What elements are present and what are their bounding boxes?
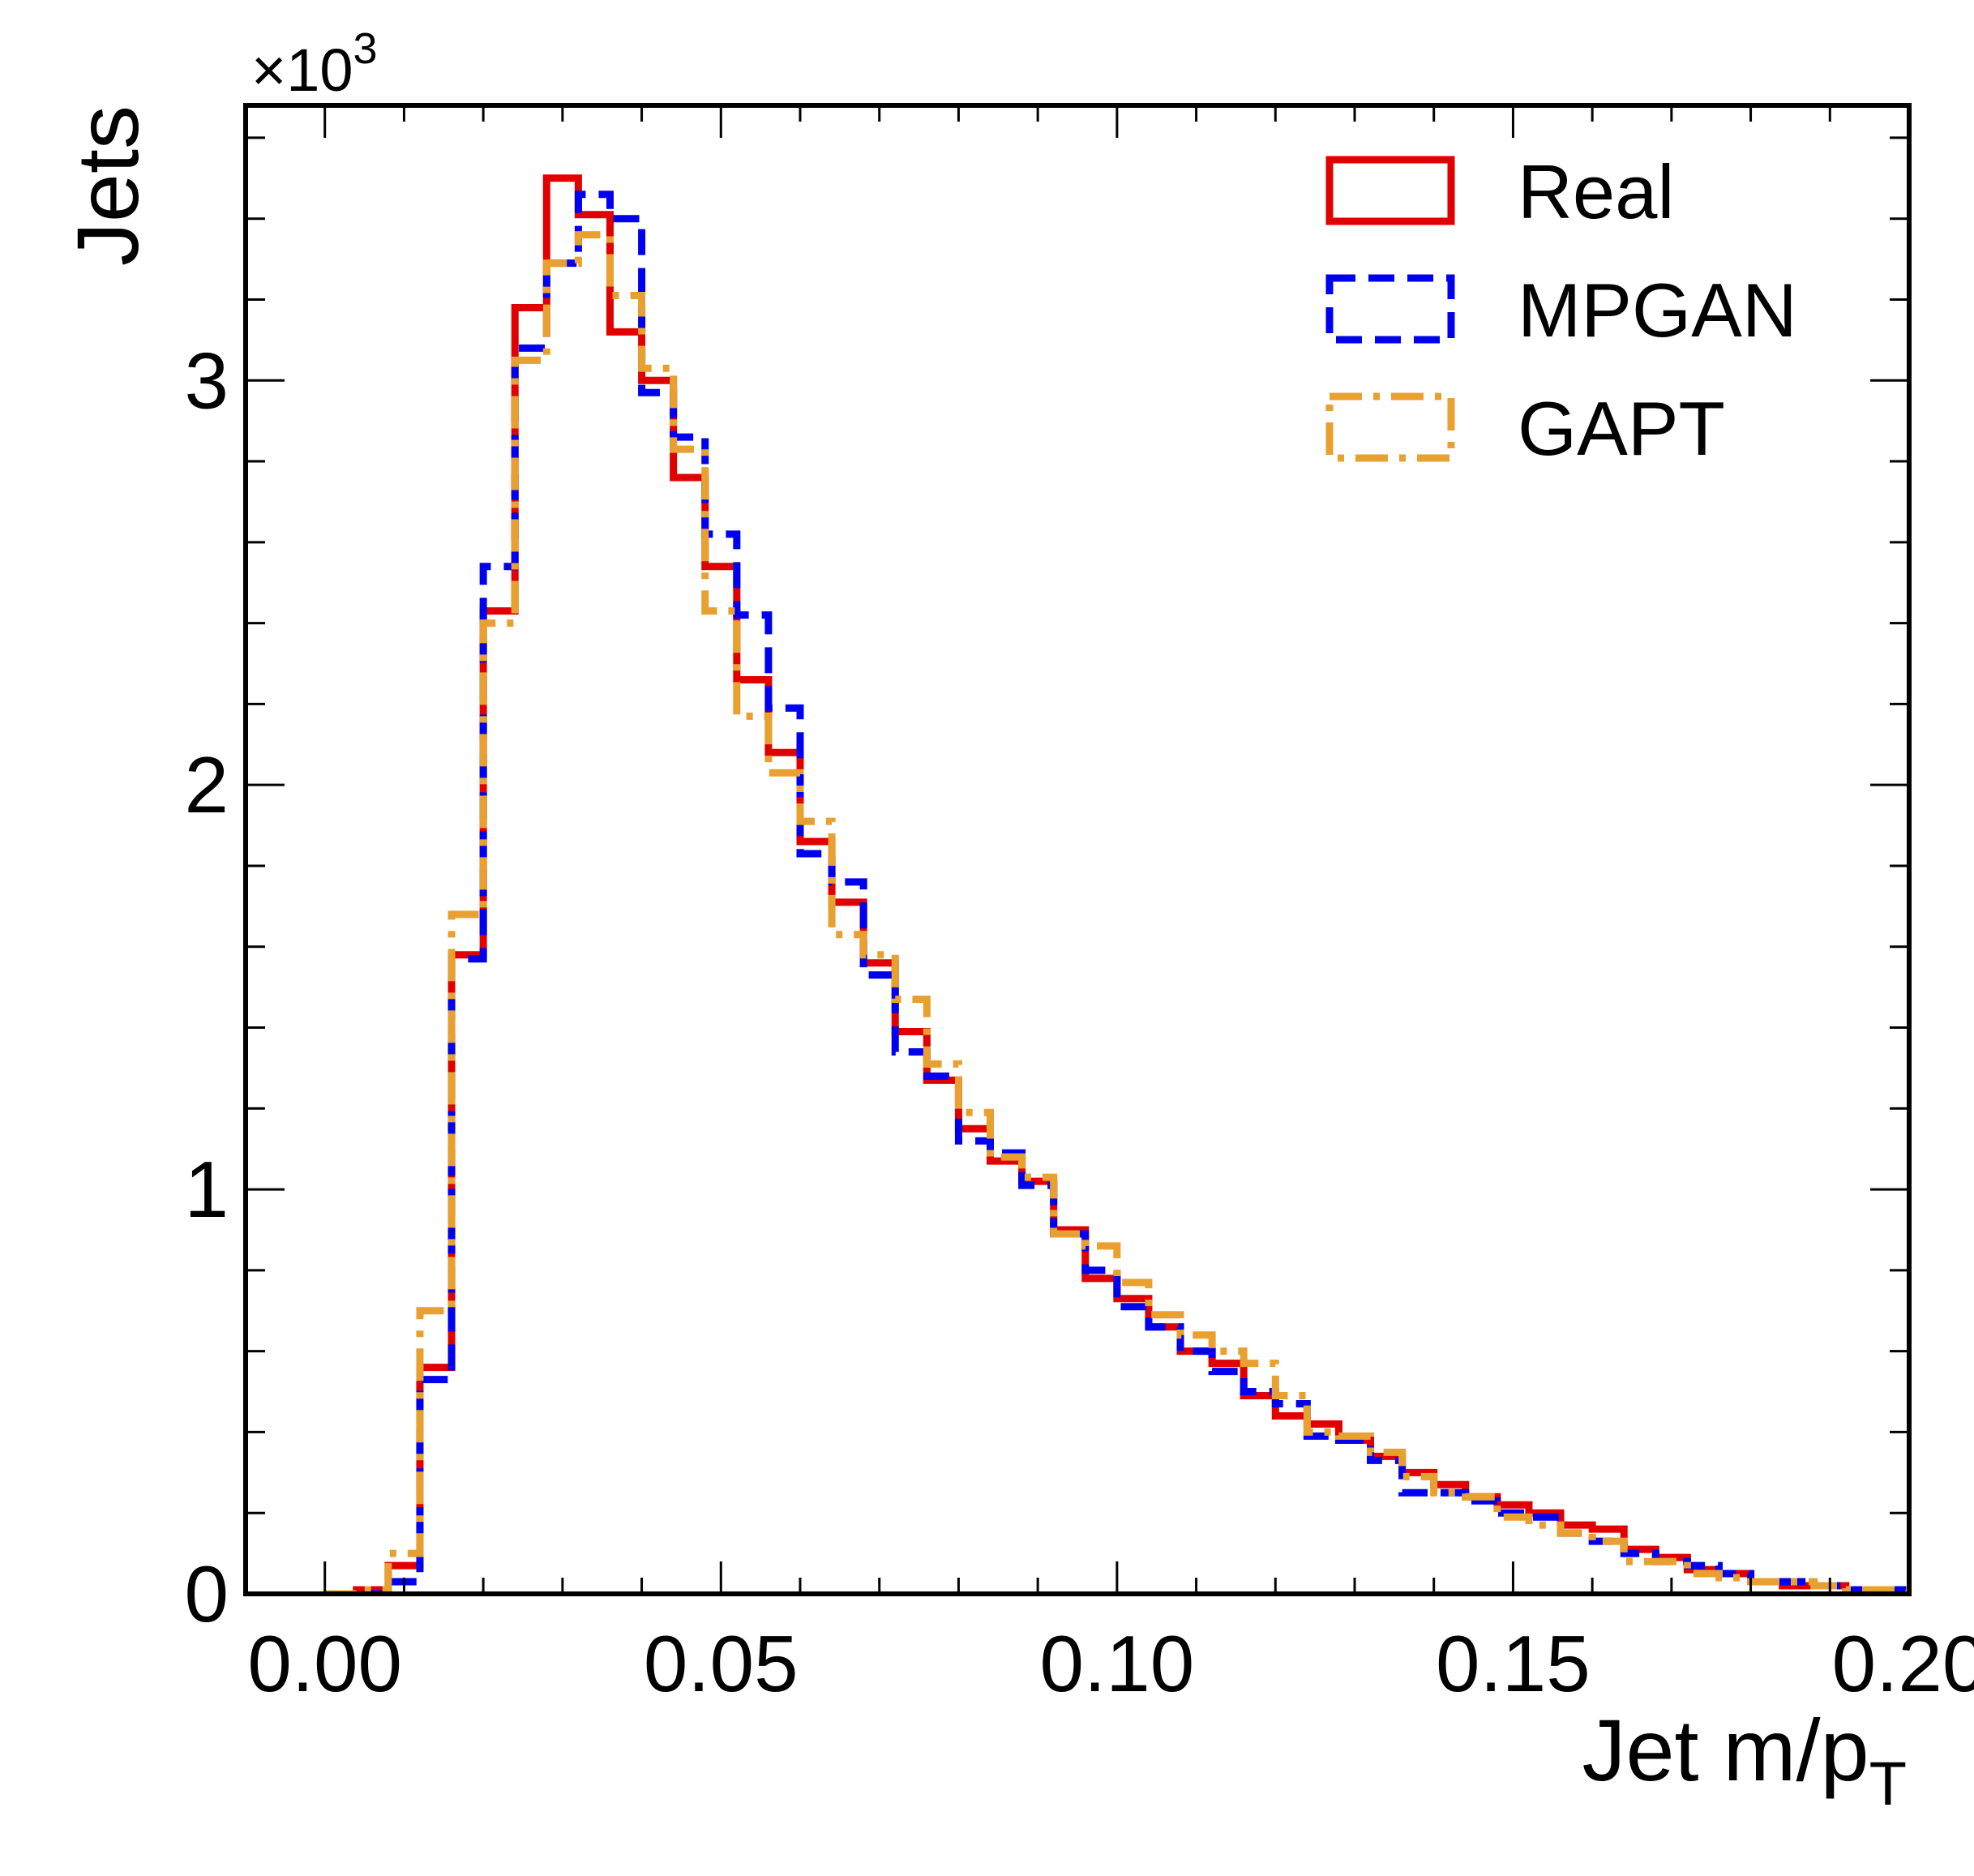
series-gapt-line bbox=[324, 231, 1909, 1594]
x-axis-label-main: Jet m/p bbox=[1582, 1701, 1869, 1799]
y-tick-label: 0 bbox=[184, 1549, 229, 1638]
x-tick-label: 0.10 bbox=[1039, 1619, 1194, 1708]
y-axis-ticks bbox=[246, 136, 1909, 1595]
legend-label-mpgan: MPGAN bbox=[1518, 268, 1797, 353]
series-layer bbox=[324, 174, 1909, 1594]
series-mpgan-line bbox=[324, 191, 1909, 1594]
y-tick-label: 1 bbox=[184, 1145, 229, 1234]
x-axis-label-subscript: T bbox=[1869, 1750, 1907, 1818]
legend-label-gapt: GAPT bbox=[1518, 386, 1725, 471]
plot-frame bbox=[243, 103, 1912, 1596]
y-tick-label: 2 bbox=[184, 740, 229, 829]
y-multiplier-prefix: ×10 bbox=[251, 36, 353, 104]
x-tick-label: 0.20 bbox=[1832, 1619, 1974, 1708]
x-tick-label: 0.05 bbox=[644, 1619, 799, 1708]
legend: Real MPGAN GAPT bbox=[1325, 149, 1797, 471]
legend-swatch-real bbox=[1325, 156, 1455, 225]
y-multiplier-label: ×103 bbox=[251, 24, 378, 104]
x-axis-ticks bbox=[323, 105, 1911, 1594]
y-axis-label: Jets bbox=[58, 105, 156, 266]
x-axis-tick-labels: 0.00 0.05 0.10 0.15 0.20 bbox=[247, 1619, 1974, 1708]
legend-swatch-mpgan bbox=[1325, 274, 1455, 344]
x-axis-label: Jet m/pT bbox=[1582, 1701, 1907, 1818]
x-tick-label: 0.00 bbox=[247, 1619, 402, 1708]
x-tick-label: 0.15 bbox=[1436, 1619, 1591, 1708]
legend-label-real: Real bbox=[1518, 149, 1674, 234]
y-axis-tick-labels: 0 1 2 3 bbox=[184, 336, 229, 1638]
y-multiplier-exponent: 3 bbox=[353, 24, 378, 73]
y-tick-label: 3 bbox=[184, 336, 229, 425]
legend-swatch-gapt bbox=[1325, 392, 1455, 462]
